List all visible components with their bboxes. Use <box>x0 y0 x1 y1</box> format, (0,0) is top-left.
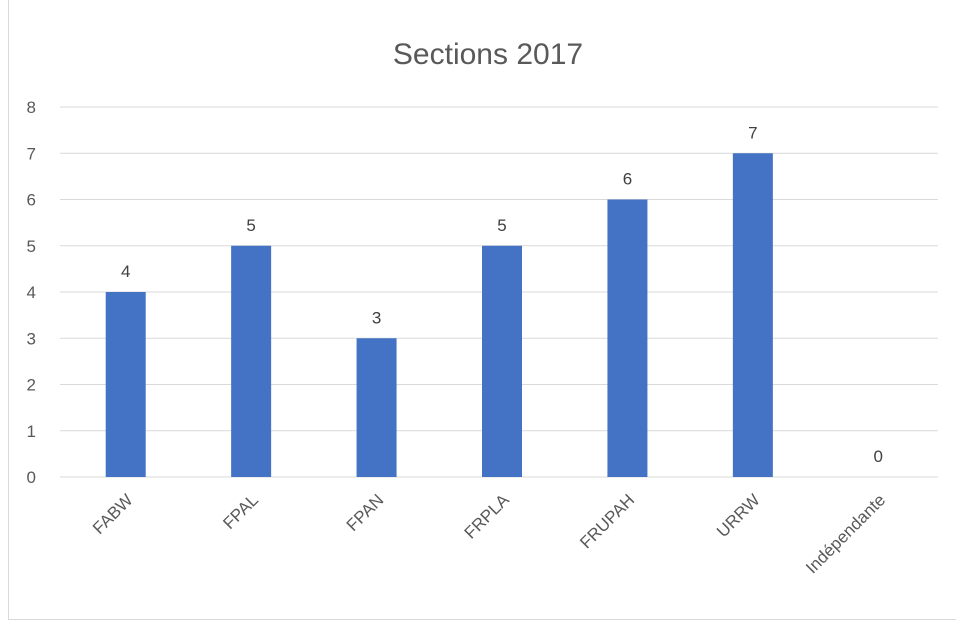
category-label: Indépendante <box>802 490 889 577</box>
y-tick-label: 4 <box>27 283 36 302</box>
bar <box>356 338 397 477</box>
y-tick-label: 1 <box>27 422 36 441</box>
bar <box>732 153 773 477</box>
y-tick-label: 7 <box>27 144 36 163</box>
y-axis-ticks: 0 1 2 3 4 5 6 7 8 <box>27 98 36 487</box>
y-tick-label: 6 <box>27 191 36 210</box>
category-label: FRUPAH <box>576 490 638 552</box>
data-label: 6 <box>623 170 632 189</box>
bar <box>607 199 648 477</box>
bar <box>231 245 272 477</box>
data-label: 0 <box>874 447 883 466</box>
category-label: FPAL <box>219 490 262 533</box>
y-tick-label: 3 <box>27 329 36 348</box>
y-tick-label: 8 <box>27 98 36 117</box>
y-tick-label: 0 <box>27 468 36 487</box>
data-label: 7 <box>748 123 757 142</box>
category-label: FRPLA <box>461 490 514 543</box>
data-label: 5 <box>246 216 255 235</box>
data-label: 3 <box>372 308 381 327</box>
bar <box>105 292 146 477</box>
x-axis-categories: FABW FPAL FPAN FRPLA FRUPAH URRW Indépendante <box>89 490 889 577</box>
y-tick-label: 5 <box>27 237 36 256</box>
category-label: FABW <box>89 490 136 537</box>
category-label: URRW <box>713 490 764 541</box>
bar <box>482 245 522 477</box>
data-label: 5 <box>497 216 506 235</box>
category-label: FPAN <box>343 490 388 535</box>
data-labels: 4 5 3 5 6 7 0 <box>121 123 883 466</box>
chart-title: Sections 2017 <box>393 38 583 71</box>
y-tick-label: 2 <box>27 376 36 395</box>
data-label: 4 <box>121 262 130 281</box>
bars <box>105 153 773 477</box>
